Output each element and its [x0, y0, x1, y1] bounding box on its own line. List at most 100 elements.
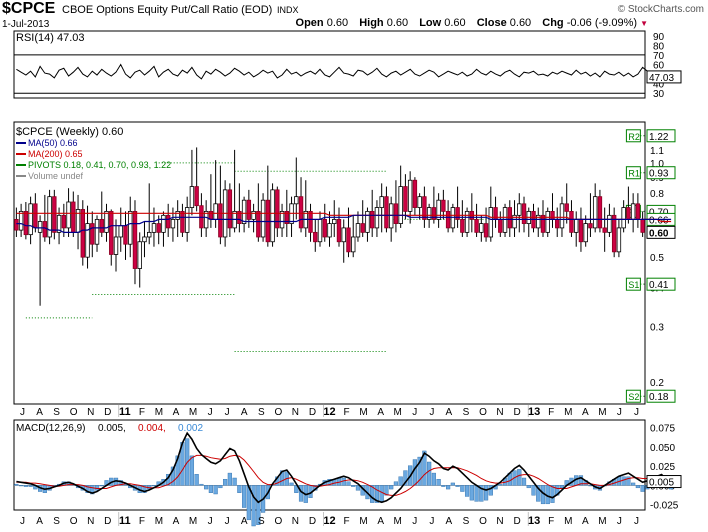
candle-body — [170, 218, 176, 229]
value-box-label: 0.41 — [649, 280, 669, 291]
candle — [151, 207, 157, 247]
macd-x-tick: 11 — [119, 515, 131, 527]
macd-x-tick: 13 — [528, 515, 540, 527]
candle-body — [346, 227, 351, 253]
rsi-tick-label: 70 — [653, 51, 665, 62]
candle-body — [369, 210, 375, 229]
candle — [23, 201, 29, 240]
value-box-label: 1.22 — [649, 132, 669, 143]
candle-body — [393, 203, 399, 224]
candle — [275, 186, 280, 237]
candle-body — [379, 196, 384, 208]
candle — [137, 232, 142, 288]
candle-body — [279, 210, 285, 229]
macd-title-part: 0.004, — [138, 423, 166, 434]
candle — [313, 219, 318, 252]
candle-body — [602, 227, 607, 233]
candle — [237, 183, 242, 233]
value-box — [646, 166, 676, 180]
candle — [194, 147, 199, 212]
macd-x-tick: N — [292, 516, 299, 527]
price-x-tick: A — [446, 407, 453, 418]
candle-body — [61, 214, 67, 229]
candle-body — [436, 199, 441, 220]
candle-body — [123, 225, 128, 245]
pivot-tag — [625, 166, 641, 180]
down-arrow-icon: ▼ — [640, 19, 648, 28]
candle — [128, 196, 133, 258]
candle — [369, 189, 375, 237]
macd-histogram-bar — [355, 485, 361, 491]
macd-current-label: 0.005 — [649, 478, 674, 489]
price-x-tick: J — [634, 407, 639, 418]
macd-histogram-bar — [469, 485, 474, 501]
candle-body — [460, 218, 465, 233]
macd-x-tick: J — [225, 516, 230, 527]
price-x-tick: J — [412, 407, 417, 418]
price-x-tick: J — [208, 407, 213, 418]
macd-histogram-bar — [142, 485, 147, 493]
macd-histogram-bar — [232, 477, 237, 486]
candle-body — [616, 227, 622, 253]
macd-histogram-bar — [204, 485, 209, 490]
price-x-tick: A — [173, 407, 180, 418]
price-x-tick: 13 — [528, 406, 540, 418]
candle-body — [521, 203, 527, 224]
candle-body — [227, 189, 233, 229]
candle-body — [355, 223, 361, 238]
price-x-tick: A — [36, 407, 43, 418]
macd-x-tick: A — [173, 516, 180, 527]
candle — [436, 193, 441, 228]
low-label: Low — [419, 17, 442, 29]
candle-body — [479, 223, 484, 233]
candle — [270, 183, 275, 247]
candle — [517, 193, 522, 233]
candle-body — [621, 207, 626, 229]
candle-body — [165, 214, 171, 229]
candle-body — [360, 223, 365, 233]
high-label: High — [359, 17, 384, 29]
macd-x-tick: S — [463, 516, 470, 527]
price-x-tick: 12 — [323, 406, 335, 418]
macd-histogram-bar — [578, 475, 584, 486]
candle-body — [574, 218, 579, 233]
macd-x-tick: J — [429, 516, 434, 527]
candle-body — [213, 203, 218, 220]
candle — [351, 215, 356, 258]
price-x-tick: M — [155, 407, 163, 418]
legend-label: Volume undef — [28, 171, 84, 181]
macd-histogram-bar — [327, 479, 332, 486]
candle — [536, 207, 541, 237]
candle-body — [218, 203, 223, 238]
candle-body — [113, 236, 119, 255]
candle-body — [156, 223, 161, 233]
rsi-frame — [13, 30, 646, 99]
candle — [18, 203, 24, 237]
macd-histogram-bar — [441, 485, 446, 487]
macd-histogram-bar — [455, 485, 460, 487]
macd-x-tick: F — [139, 516, 145, 527]
macd-histogram-bar — [237, 485, 242, 493]
candle — [616, 219, 622, 258]
instrument-name: CBOE Options Equity Put/Call Ratio (EOD) — [62, 4, 273, 16]
macd-x-tick: N — [87, 516, 94, 527]
price-x-tick: 11 — [119, 406, 131, 418]
candle — [360, 200, 365, 237]
macd-histogram-bar — [550, 485, 555, 503]
value-box — [646, 277, 676, 291]
macd-histogram-bar — [631, 482, 636, 486]
macd-line — [16, 431, 672, 504]
candle — [621, 200, 626, 233]
candle — [341, 219, 346, 263]
close-value: 0.60 — [509, 17, 532, 29]
pivot-tag-label: R2 — [628, 132, 640, 142]
close-label: Close — [476, 17, 507, 29]
candle-body — [47, 196, 52, 238]
chg-value: -0.06 (-9.09%) — [566, 17, 638, 29]
price-x-tick: D — [104, 407, 111, 418]
pivot-tag-label: R1 — [628, 169, 640, 179]
price-x-tick: S — [258, 407, 265, 418]
candle — [384, 186, 389, 233]
candle-body — [564, 203, 569, 212]
candle-body — [270, 189, 275, 243]
